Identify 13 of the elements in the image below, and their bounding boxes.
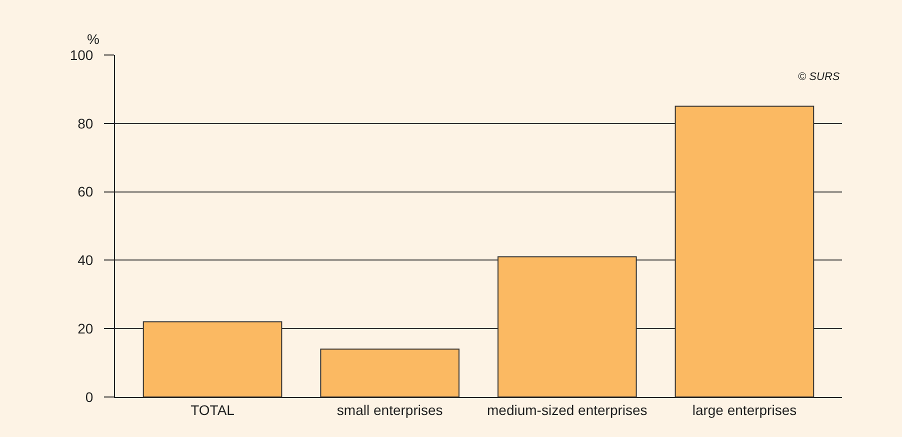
y-tick-label: 0 — [85, 388, 94, 405]
bar — [320, 348, 460, 397]
y-tick-label: 80 — [78, 115, 94, 132]
y-tick-label: 40 — [78, 252, 94, 268]
y-tick-label: 100 — [70, 46, 94, 63]
annotation: © SURS — [798, 71, 840, 83]
x-tick-label: small enterprises — [336, 402, 443, 418]
y-tick-label: 20 — [78, 320, 94, 336]
x-tick-label: large enterprises — [692, 402, 797, 418]
x-tick-label: medium-sized enterprises — [487, 402, 648, 418]
x-tick-label: TOTAL — [190, 402, 235, 418]
y-tick-label: 60 — [78, 184, 94, 200]
y-axis-title: % — [87, 31, 100, 47]
